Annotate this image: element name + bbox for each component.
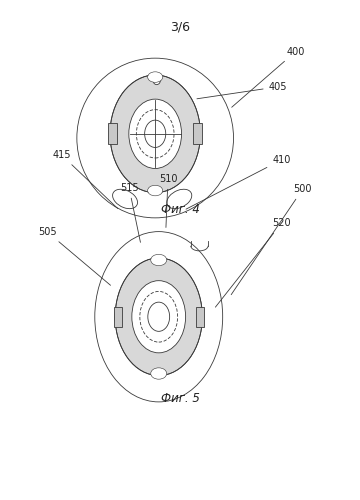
Ellipse shape xyxy=(115,258,202,376)
Text: 510: 510 xyxy=(159,174,177,228)
Text: Фиг. 4: Фиг. 4 xyxy=(161,203,199,216)
Ellipse shape xyxy=(148,186,163,196)
Ellipse shape xyxy=(132,280,186,353)
Bar xyxy=(195,306,204,327)
Text: 3/6: 3/6 xyxy=(170,20,190,33)
Ellipse shape xyxy=(148,72,163,83)
Text: Фиг. 5: Фиг. 5 xyxy=(161,392,199,405)
Text: 400: 400 xyxy=(232,46,305,108)
Text: 410: 410 xyxy=(186,155,291,209)
Text: 415: 415 xyxy=(53,150,118,208)
Bar xyxy=(108,124,117,144)
Ellipse shape xyxy=(153,76,161,84)
Ellipse shape xyxy=(151,368,167,379)
Bar xyxy=(114,306,122,327)
Text: 515: 515 xyxy=(120,182,140,242)
Text: 500: 500 xyxy=(231,184,312,294)
Text: 405: 405 xyxy=(197,82,287,99)
Ellipse shape xyxy=(110,75,201,192)
Ellipse shape xyxy=(129,99,181,168)
Text: 520: 520 xyxy=(215,218,291,307)
Ellipse shape xyxy=(151,254,167,266)
Text: 505: 505 xyxy=(38,227,111,286)
Bar xyxy=(193,124,202,144)
